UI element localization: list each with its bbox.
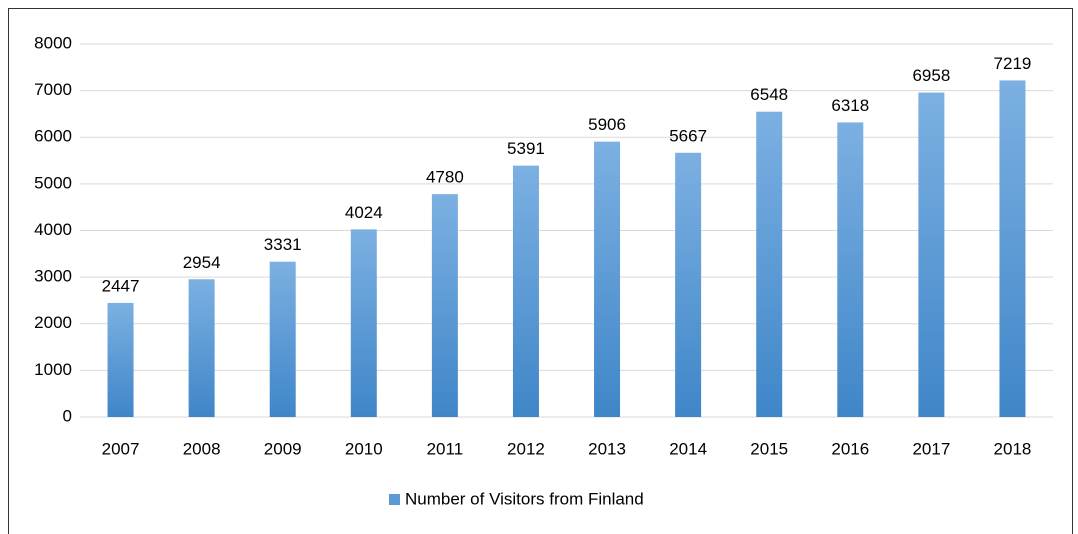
y-tick-label: 5000 bbox=[34, 173, 72, 192]
y-tick-label: 4000 bbox=[34, 220, 72, 239]
bar bbox=[756, 111, 783, 418]
data-label: 6318 bbox=[831, 96, 869, 115]
bar bbox=[431, 194, 458, 417]
x-tick-label: 2013 bbox=[588, 439, 626, 458]
bar bbox=[269, 261, 296, 417]
y-tick-label: 8000 bbox=[34, 33, 72, 52]
x-tick-label: 2009 bbox=[264, 439, 302, 458]
legend-label: Number of Visitors from Finland bbox=[405, 489, 644, 508]
y-tick-label: 0 bbox=[63, 406, 72, 425]
bar bbox=[837, 122, 864, 417]
data-label: 7219 bbox=[994, 54, 1032, 73]
data-label: 2447 bbox=[102, 276, 140, 295]
x-tick-label: 2015 bbox=[750, 439, 788, 458]
bar bbox=[918, 92, 945, 417]
data-label: 5667 bbox=[669, 126, 707, 145]
data-label: 5391 bbox=[507, 139, 545, 158]
y-tick-label: 7000 bbox=[34, 80, 72, 99]
y-tick-label: 3000 bbox=[34, 267, 72, 286]
y-tick-label: 2000 bbox=[34, 313, 72, 332]
bar bbox=[107, 302, 134, 417]
chart-border bbox=[8, 8, 1073, 534]
x-tick-label: 2014 bbox=[669, 439, 707, 458]
x-tick-label: 2007 bbox=[102, 439, 140, 458]
data-label: 3331 bbox=[264, 235, 302, 254]
bar bbox=[675, 152, 702, 417]
data-label: 2954 bbox=[183, 253, 221, 272]
x-tick-label: 2018 bbox=[994, 439, 1032, 458]
data-label: 4024 bbox=[345, 203, 383, 222]
x-tick-label: 2017 bbox=[912, 439, 950, 458]
data-label: 4780 bbox=[426, 168, 464, 187]
bar bbox=[594, 141, 621, 417]
data-label: 5906 bbox=[588, 115, 626, 134]
bar bbox=[512, 165, 539, 417]
data-label: 6548 bbox=[750, 85, 788, 104]
x-tick-label: 2008 bbox=[183, 439, 221, 458]
x-tick-label: 2010 bbox=[345, 439, 383, 458]
bar bbox=[999, 80, 1026, 417]
y-tick-label: 1000 bbox=[34, 360, 72, 379]
x-tick-label: 2011 bbox=[427, 439, 464, 458]
legend-swatch bbox=[389, 494, 400, 505]
bar bbox=[188, 279, 215, 417]
bar bbox=[350, 229, 377, 417]
x-tick-label: 2012 bbox=[507, 439, 545, 458]
x-tick-label: 2016 bbox=[831, 439, 869, 458]
data-label: 6958 bbox=[912, 66, 950, 85]
y-tick-label: 6000 bbox=[34, 127, 72, 146]
